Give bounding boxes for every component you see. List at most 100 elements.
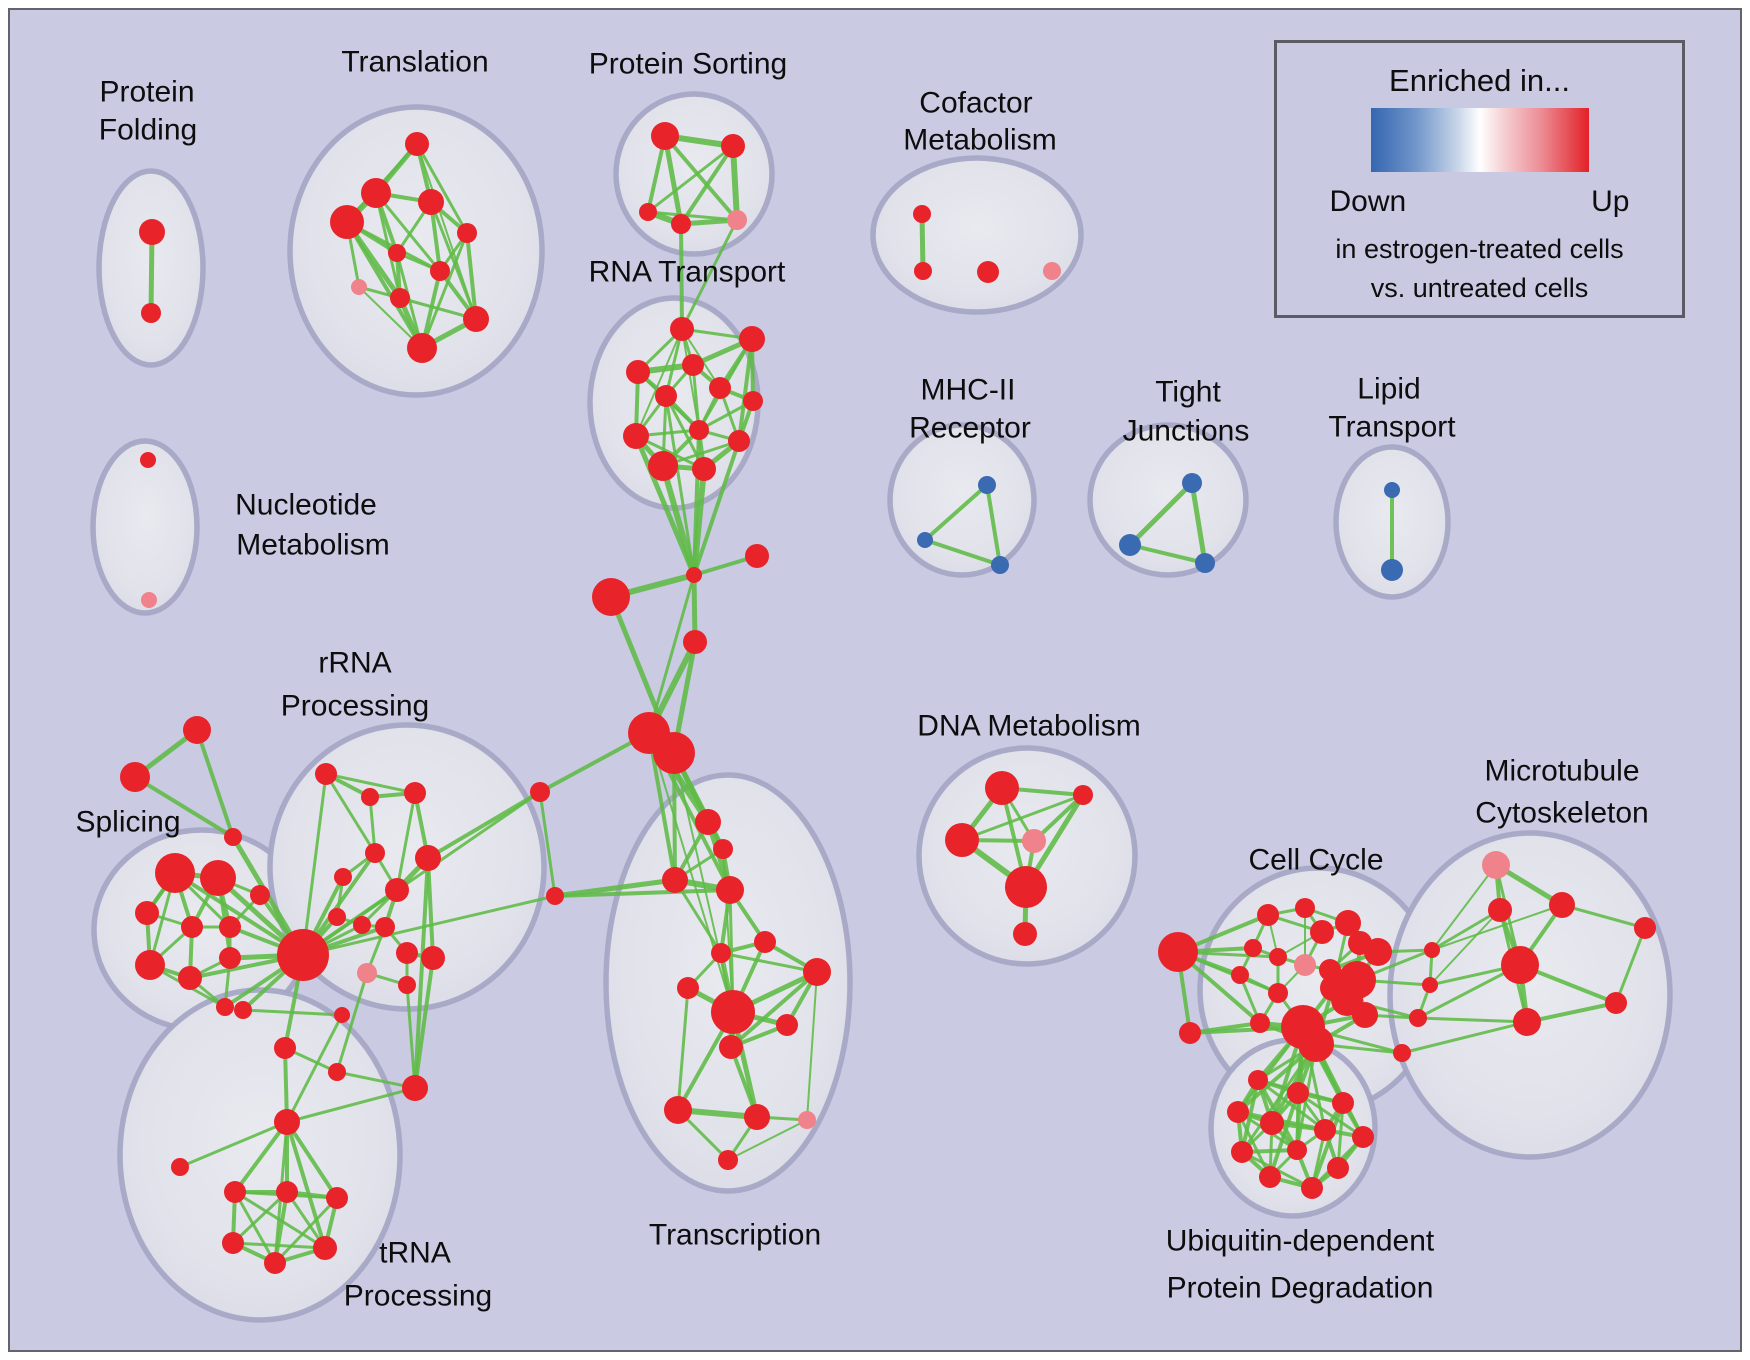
gene-set-node-up	[264, 1252, 286, 1274]
gene-set-node-up	[313, 1236, 337, 1260]
gene-set-node-up	[913, 205, 931, 223]
network-edge	[1416, 963, 1522, 1020]
network-edge	[415, 142, 469, 235]
gene-set-node-down	[978, 476, 996, 494]
network-edge	[635, 328, 683, 437]
network-edge	[662, 133, 684, 227]
gene-set-node-up	[683, 630, 707, 654]
network-edge	[395, 791, 417, 892]
cluster-label-dna-metabolism: DNA Metabolism	[917, 710, 1140, 743]
cluster-label-trna-processing: tRNA	[379, 1237, 451, 1270]
gene-set-node-up	[1295, 898, 1315, 918]
gene-set-node-up	[330, 205, 364, 239]
gene-set-node-slightly-up	[1022, 829, 1046, 853]
network-edge	[273, 1196, 339, 1265]
gene-set-node-up	[716, 876, 744, 904]
gene-set-node-up	[1179, 1022, 1201, 1044]
gene-set-node-up	[682, 354, 704, 376]
gene-set-node-up	[677, 977, 699, 999]
cluster-label-transcription: Transcription	[649, 1219, 821, 1252]
gene-set-node-up	[651, 122, 679, 150]
network-edge	[1429, 909, 1501, 986]
cluster-label-cofactor-metabolism: Metabolism	[903, 124, 1056, 157]
network-edge	[178, 1120, 289, 1169]
gene-set-node-up	[1327, 1157, 1349, 1179]
gene-set-node-up	[713, 839, 733, 859]
network-edge	[301, 894, 557, 957]
network-edge	[420, 231, 469, 350]
gene-set-node-up	[463, 306, 489, 332]
gene-set-node-up	[695, 809, 721, 835]
gene-set-node-up	[546, 887, 564, 905]
gene-set-node-up	[1005, 866, 1047, 908]
network-edge	[737, 337, 754, 443]
network-edge	[413, 956, 435, 1090]
gene-set-node-up	[120, 762, 150, 792]
gene-set-node-up	[315, 763, 337, 785]
gene-set-node-up	[1393, 1044, 1411, 1062]
network-edge	[664, 394, 696, 577]
gene-set-node-up	[219, 916, 241, 938]
network-edge	[233, 1190, 277, 1265]
gene-set-node-up	[171, 1158, 189, 1176]
gene-set-node-up	[375, 917, 395, 937]
gene-set-node-up	[743, 391, 763, 411]
gene-set-node-up	[739, 326, 765, 352]
gene-set-node-up	[711, 990, 755, 1034]
network-edge	[923, 538, 1002, 567]
gene-set-node-up	[721, 134, 745, 158]
gene-set-node-up	[1244, 939, 1262, 957]
gene-set-node-slightly-up	[1294, 954, 1316, 976]
network-edge	[1525, 1001, 1618, 1024]
gene-set-node-up	[985, 771, 1019, 805]
cluster-label-ubiquitin-dependent-protein-degradation: Ubiquitin-dependent	[1166, 1225, 1435, 1258]
gene-set-node-up	[1634, 917, 1656, 939]
gene-set-node-down	[1182, 473, 1202, 493]
gene-set-node-up	[402, 1075, 428, 1101]
gene-set-node-up	[776, 1014, 798, 1036]
network-edge	[1256, 1078, 1327, 1132]
gene-set-node-up	[1314, 1119, 1336, 1141]
cluster-label-microtubule-cytoskeleton: Cytoskeleton	[1475, 797, 1648, 830]
network-edge	[273, 1190, 289, 1265]
network-edge	[285, 1120, 339, 1200]
gene-set-node-up	[361, 178, 391, 208]
network-edge	[1240, 1042, 1318, 1154]
network-edge	[405, 983, 417, 1090]
gene-set-node-up	[181, 916, 203, 938]
gene-set-node-up	[670, 317, 694, 341]
network-edge	[301, 772, 328, 957]
network-edge	[1128, 543, 1207, 565]
network-edge	[679, 222, 684, 331]
gene-set-node-up	[224, 1181, 246, 1203]
gene-set-node-slightly-up	[1043, 262, 1061, 280]
gene-set-node-up	[276, 1181, 298, 1203]
cluster-ellipse-cofactor-metabolism	[870, 155, 1084, 315]
network-edge	[1400, 1020, 1529, 1055]
network-edge	[663, 134, 739, 222]
network-edge	[676, 986, 690, 1112]
network-edge	[697, 399, 755, 432]
network-edge	[553, 888, 732, 898]
gene-set-node-up	[709, 377, 731, 399]
network-edge	[729, 970, 819, 1049]
gene-set-node-up	[1488, 898, 1512, 922]
gene-set-node-up	[1501, 946, 1539, 984]
cluster-label-rrna-processing: Processing	[281, 690, 429, 723]
network-edge	[538, 790, 557, 898]
cluster-label-microtubule-cytoskeleton: Microtubule	[1484, 755, 1639, 788]
gene-set-node-up	[1364, 938, 1392, 966]
cluster-label-protein-folding: Folding	[99, 114, 197, 147]
network-edge	[465, 231, 478, 321]
gene-set-node-up	[1013, 922, 1037, 946]
network-edge	[646, 144, 735, 214]
network-edge	[1127, 480, 1195, 548]
gene-set-node-up	[430, 261, 450, 281]
gene-set-node-up	[274, 1109, 300, 1135]
gene-set-node-up	[216, 998, 234, 1016]
gene-set-node-up	[1248, 1070, 1268, 1090]
gene-set-node-up	[222, 1232, 244, 1254]
gene-set-node-up	[1073, 785, 1093, 805]
network-edge	[416, 143, 477, 320]
gene-set-node-up	[1424, 942, 1440, 958]
